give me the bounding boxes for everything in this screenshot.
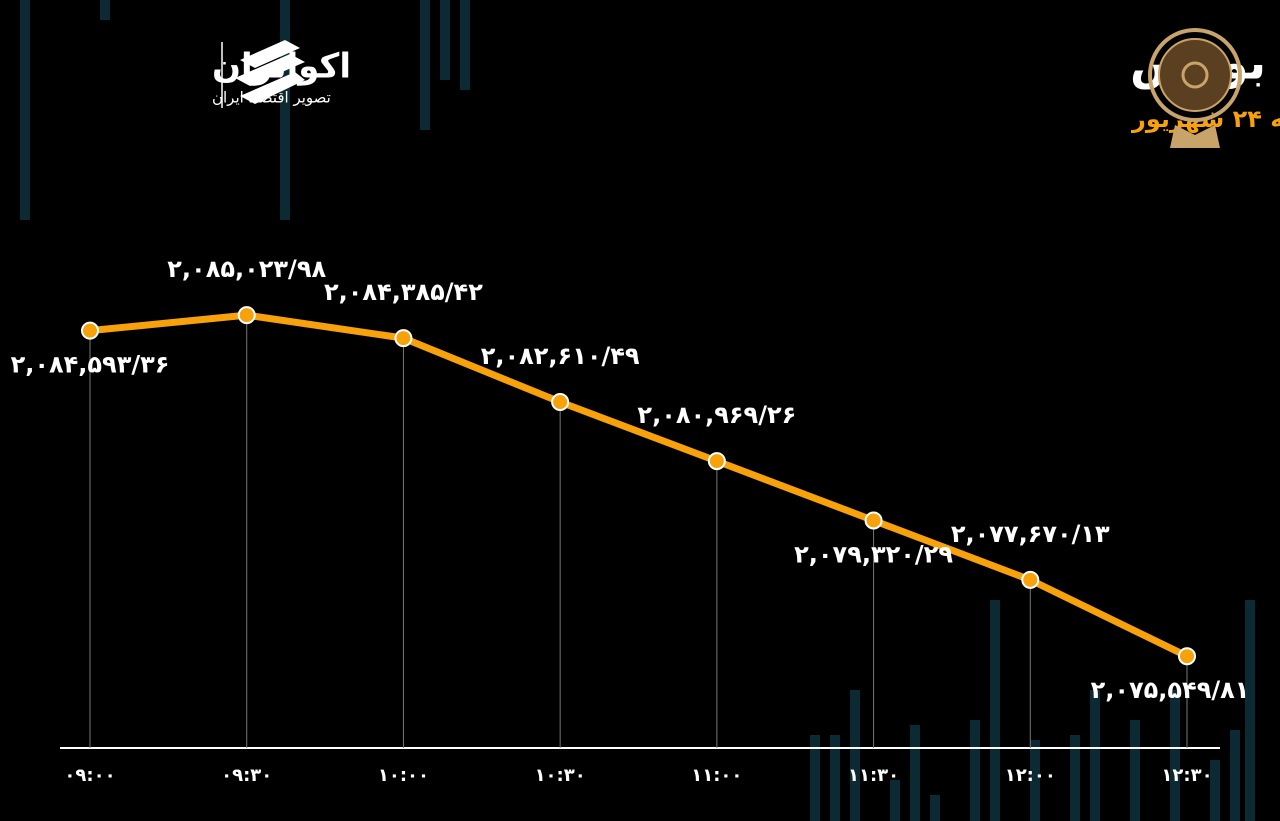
- point: [237, 306, 256, 325]
- x-tick-label: ۱۰:۰۰: [378, 765, 429, 786]
- brand-tagline: تصویر اقتصاد ایران: [212, 89, 331, 107]
- point: [394, 329, 413, 348]
- point: [864, 511, 883, 530]
- x-tick-label: ۱۲:۳۰: [1161, 765, 1212, 786]
- point: [551, 393, 570, 412]
- exchange-emblem: [1148, 28, 1242, 148]
- x-tick-label: ۱۱:۳۰: [848, 765, 899, 786]
- brand-logo: [235, 40, 305, 104]
- value-label: ۲,۰۸۵,۰۲۳/۹۸: [167, 255, 326, 283]
- line: [89, 311, 1189, 660]
- value-label: ۲,۰۸۴,۳۸۵/۴۲: [324, 278, 483, 306]
- value-label: ۲,۰۸۴,۵۹۳/۳۶: [11, 351, 170, 379]
- decoration: [20, 0, 1255, 821]
- point: [707, 452, 726, 471]
- x-tick-label: ۱۰:۳۰: [535, 765, 586, 786]
- value-label: ۲,۰۷۹,۳۲۰/۲۹: [794, 540, 953, 568]
- x-tick-label: ۰۹:۳۰: [221, 765, 272, 786]
- value-label: ۲,۰۸۲,۶۱۰/۴۹: [481, 342, 640, 370]
- value-label: ۲,۰۷۵,۵۴۹/۸۱: [1091, 676, 1250, 704]
- x-tick-label: ۱۲:۰۰: [1005, 765, 1056, 786]
- x-tick-label: ۰۹:۰۰: [64, 765, 115, 786]
- x-tick-label: ۱۱:۰۰: [691, 765, 742, 786]
- point: [1021, 570, 1040, 589]
- point: [1178, 647, 1196, 666]
- point: [81, 321, 99, 340]
- value-label: ۲,۰۷۷,۶۷۰/۱۳: [951, 520, 1110, 548]
- value-label: ۲,۰۸۰,۹۶۹/۲۶: [637, 401, 796, 429]
